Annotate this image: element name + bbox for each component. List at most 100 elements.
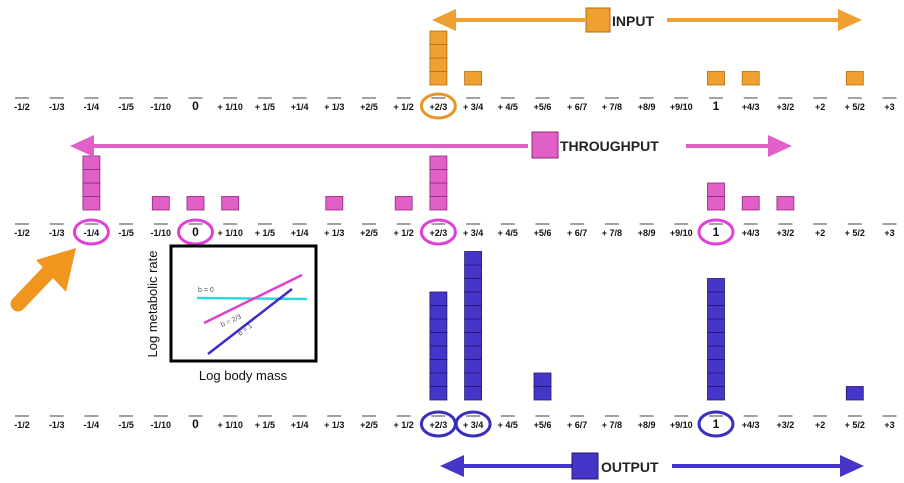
throughput-tick-label: -1/5 xyxy=(118,228,134,238)
output-count-box xyxy=(464,359,483,374)
output-count-box xyxy=(707,372,725,387)
inset-xlabel: Log body mass xyxy=(199,368,288,383)
throughput-tick-label: + 1/10 xyxy=(218,228,243,238)
output-title: OUTPUT xyxy=(601,459,659,475)
input-scale-row: -1/2 -1/3 -1/4 -1/5 -1/10 0 + 1/10 + 1/5 +1/4 + 1… xyxy=(14,30,897,120)
throughput-count-box xyxy=(221,196,240,211)
inset-line-b23 xyxy=(203,273,303,325)
output-count-box xyxy=(707,318,725,333)
throughput-count-box xyxy=(429,155,448,170)
output-count-box xyxy=(464,386,483,401)
output-scale-row: -1/2 -1/3 -1/4 -1/5 -1/10 0 + 1/10 + 1/5 +1/4 + 1… xyxy=(14,251,897,438)
output-tick-label: + 6/7 xyxy=(567,420,587,430)
input-tick-label: + 1/5 xyxy=(255,102,275,112)
input-tick-label: + 7/8 xyxy=(602,102,622,112)
throughput-tick-label: +4/3 xyxy=(742,228,760,238)
throughput-tick-label: + 4/5 xyxy=(498,228,518,238)
throughput-count-box xyxy=(429,182,448,197)
throughput-tick-label: +9/10 xyxy=(670,228,693,238)
inset-ylabel: Log metabolic rate xyxy=(145,251,160,358)
input-tick-label: -1/4 xyxy=(84,102,100,112)
throughput-arrow-left-head xyxy=(70,135,94,157)
output-tick-label: -1/5 xyxy=(118,420,134,430)
input-count-box xyxy=(464,71,483,86)
input-tick-label: 1 xyxy=(713,99,720,113)
throughput-tick-label: -1/3 xyxy=(49,228,65,238)
output-count-box xyxy=(429,291,448,306)
throughput-circle-marker xyxy=(72,218,110,246)
input-count-box xyxy=(429,30,448,45)
output-count-box xyxy=(429,359,448,374)
input-tick-label: + 6/7 xyxy=(567,102,587,112)
output-count-box xyxy=(707,332,725,347)
input-tick-label: +1/4 xyxy=(291,102,309,112)
input-arrow-right-head xyxy=(838,9,862,31)
throughput-tick-label: +5/6 xyxy=(534,228,552,238)
pointer-arrow-head xyxy=(36,248,76,292)
throughput-header: THROUGHPUT xyxy=(70,131,792,159)
output-count-box xyxy=(464,372,483,387)
throughput-tick-label: +3 xyxy=(884,228,894,238)
input-tick-label: -1/10 xyxy=(151,102,172,112)
throughput-count-box xyxy=(707,182,725,197)
output-tick-label: +2/3 xyxy=(430,420,448,430)
output-tick-label: + 1/10 xyxy=(218,420,243,430)
output-tick-label: +9/10 xyxy=(670,420,693,430)
throughput-circle-marker xyxy=(419,218,457,246)
output-count-box xyxy=(464,318,483,333)
output-count-box xyxy=(464,291,483,306)
throughput-count-box xyxy=(82,155,101,170)
throughput-tick-label: -1/2 xyxy=(14,228,30,238)
input-tick-label: + 1/2 xyxy=(394,102,414,112)
output-tick-label: +8/9 xyxy=(638,420,656,430)
input-tick-label: +2/3 xyxy=(430,102,448,112)
input-tick-label: + 1/10 xyxy=(218,102,243,112)
throughput-scale-row: -1/2 -1/3 -1/4 -1/5 -1/10 0 + 1/10 + 1/5 +1/4 + 1… xyxy=(14,155,897,246)
output-tick-label: + 3/4 xyxy=(463,420,483,430)
throughput-tick-label: +2/5 xyxy=(360,228,378,238)
output-tick-label: -1/4 xyxy=(84,420,100,430)
output-count-box xyxy=(464,332,483,347)
input-count-box xyxy=(845,71,864,86)
throughput-tick-label: + 6/7 xyxy=(567,228,587,238)
input-count-box xyxy=(429,71,448,86)
throughput-tick-label: +8/9 xyxy=(638,228,656,238)
output-count-box xyxy=(707,359,725,374)
output-count-box xyxy=(464,278,483,293)
input-tick-label: + 5/2 xyxy=(845,102,865,112)
throughput-tick-label: +3/2 xyxy=(777,228,795,238)
output-header: OUTPUT xyxy=(440,452,864,480)
throughput-tick-label: + 1/2 xyxy=(394,228,414,238)
input-count-box xyxy=(741,71,760,86)
throughput-legend-square xyxy=(531,131,559,159)
output-tick-label: +3 xyxy=(884,420,894,430)
output-arrow-right-head xyxy=(840,455,864,477)
throughput-count-box xyxy=(429,196,448,211)
throughput-tick-label: -1/4 xyxy=(84,228,100,238)
input-tick-label: +9/10 xyxy=(670,102,693,112)
output-tick-label: -1/2 xyxy=(14,420,30,430)
throughput-count-box xyxy=(186,196,205,211)
input-tick-label: -1/2 xyxy=(14,102,30,112)
output-count-box xyxy=(707,386,725,401)
input-tick-label: + 1/3 xyxy=(324,102,344,112)
throughput-tick-label: + 3/4 xyxy=(463,228,483,238)
output-count-box xyxy=(533,386,552,401)
throughput-count-box xyxy=(82,196,101,211)
input-header: INPUT xyxy=(432,7,862,33)
throughput-arrow-right-head xyxy=(768,135,792,157)
inset-plot: b = 0 b = 2/3 b = 1 Log body mass Log me… xyxy=(145,244,318,383)
throughput-count-box xyxy=(776,196,795,211)
throughput-tick-label: + 5/2 xyxy=(845,228,865,238)
output-count-box xyxy=(464,305,483,320)
throughput-circle-marker xyxy=(697,218,735,246)
output-tick-label: +2/5 xyxy=(360,420,378,430)
scale-rows: -1/2 -1/3 -1/4 -1/5 -1/10 0 + 1/10 + 1/5 +1/4 + 1… xyxy=(14,30,897,438)
throughput-count-box xyxy=(707,196,725,211)
input-tick-label: +4/3 xyxy=(742,102,760,112)
input-circle-marker xyxy=(419,92,457,120)
output-count-box xyxy=(429,332,448,347)
output-tick-label: + 7/8 xyxy=(602,420,622,430)
output-count-box xyxy=(533,372,552,387)
output-count-box xyxy=(429,305,448,320)
